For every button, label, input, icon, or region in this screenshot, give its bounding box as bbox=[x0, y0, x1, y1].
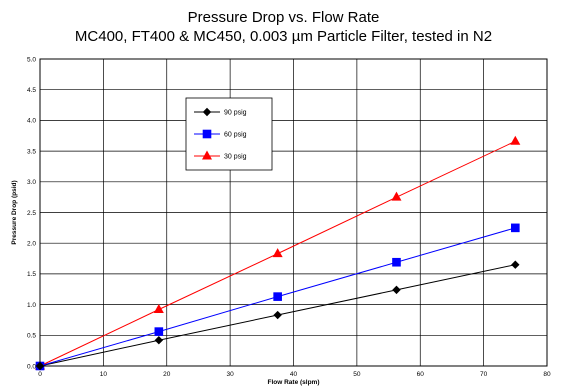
data-point-90-psig bbox=[273, 310, 282, 320]
y-tick-label: 4.0 bbox=[27, 118, 36, 125]
data-point-60-psig bbox=[154, 327, 164, 336]
x-tick-label: 50 bbox=[353, 371, 361, 378]
chart-title: Pressure Drop vs. Flow Rate bbox=[187, 9, 380, 26]
data-point-60-psig bbox=[392, 257, 401, 267]
y-tick-label: 1.0 bbox=[27, 302, 36, 309]
x-tick-label: 10 bbox=[100, 371, 108, 378]
y-tick-label: 0.5 bbox=[27, 333, 36, 340]
plot-area-frame bbox=[39, 58, 548, 367]
legend-marker bbox=[202, 150, 212, 160]
x-tick-label: 80 bbox=[543, 371, 551, 378]
y-tick-label: 0.0 bbox=[27, 363, 36, 370]
x-tick-label: 40 bbox=[290, 371, 298, 378]
data-point-90-psig bbox=[511, 260, 520, 269]
y-tick-label: 4.5 bbox=[27, 87, 36, 94]
grid bbox=[39, 58, 548, 367]
chart-subtitle: MC400, FT400 & MC450, 0.003 µm Particle … bbox=[74, 28, 493, 45]
legend-label: 30 psig bbox=[224, 154, 247, 161]
x-tick-label: 20 bbox=[163, 371, 171, 378]
legend-marker bbox=[202, 129, 212, 139]
x-tick-label: 0 bbox=[38, 371, 42, 378]
data-point-30-psig bbox=[510, 135, 521, 145]
y-tick-label: 3.5 bbox=[27, 148, 36, 155]
y-tick-label: 1.5 bbox=[27, 271, 36, 278]
x-axis-label: Flow Rate (slpm) bbox=[267, 379, 319, 386]
y-tick-label: 3.0 bbox=[27, 179, 36, 186]
x-tick-label: 30 bbox=[227, 371, 235, 378]
data-point-30-psig bbox=[272, 248, 283, 258]
x-tick-label: 60 bbox=[417, 371, 425, 378]
y-tick-label: 2.5 bbox=[27, 210, 36, 217]
data-point-30-psig bbox=[391, 191, 402, 201]
legend-label: 60 psig bbox=[224, 132, 247, 139]
data-point-60-psig bbox=[273, 292, 282, 301]
y-axis-label: Pressure Drop (psid) bbox=[11, 180, 18, 244]
data-point-90-psig bbox=[154, 336, 164, 345]
data-point-60-psig bbox=[511, 223, 520, 233]
legend-marker bbox=[202, 107, 212, 117]
data-point-90-psig bbox=[392, 285, 401, 295]
legend-label: 90 psig bbox=[224, 110, 247, 117]
y-tick-label: 5.0 bbox=[27, 56, 36, 63]
y-tick-label: 2.0 bbox=[27, 241, 36, 248]
data-point-30-psig bbox=[153, 304, 164, 314]
data-markers bbox=[35, 135, 521, 371]
legend: 90 psig 60 psig 30 psig bbox=[185, 97, 273, 171]
x-tick-label: 70 bbox=[480, 371, 488, 378]
tick-labels: 0.0 0.5 1.0 1.5 2.0 2.5 3.0 3.5 4.0 4.5 5.0 0 10 20 30… bbox=[27, 56, 551, 378]
